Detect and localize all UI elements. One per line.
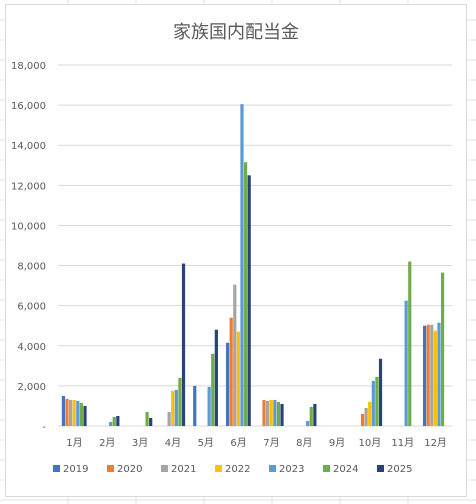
bar-2023-1月[interactable] [76,400,80,426]
bar-2020-7月[interactable] [262,399,266,426]
y-tick-label: 8,000 [17,262,46,273]
legend-label-2020: 2020 [117,464,142,475]
bar-2023-12月[interactable] [437,322,441,426]
bar-2023-11月[interactable] [404,300,408,426]
legend-swatch-2024 [323,465,330,472]
chart-title: 家族国内配当金 [173,22,299,43]
bar-2019-1月[interactable] [61,395,66,426]
bar-2025-4月[interactable] [181,263,186,426]
y-tick-label: 10,000 [11,221,46,232]
x-tick-label: 3月 [132,437,148,449]
legend-swatch-2025 [377,465,384,472]
legend-label-2023: 2023 [279,464,304,475]
legend-swatch-2020 [107,465,114,472]
legend-label-2019: 2019 [63,464,88,475]
bar-2022-1月[interactable] [72,399,76,426]
bar-2020-10月[interactable] [360,413,365,426]
bar-2020-1月[interactable] [65,398,69,426]
bar-2024-1月[interactable] [79,402,84,426]
x-tick-label: 10月 [359,437,382,449]
y-tick-label: 12,000 [11,181,46,192]
bar-2022-6月[interactable] [236,331,240,426]
x-tick-label: 1月 [66,437,82,449]
bar-2021-6月[interactable] [233,284,237,426]
legend: 2019 2020 2021 2022 2023 2024 2025 [53,464,412,475]
y-tick-label: 16,000 [11,101,46,112]
bar-2023-5月[interactable] [207,386,211,426]
bar-2025-1月[interactable] [83,405,87,426]
bar-2025-5月[interactable] [214,329,218,426]
y-tick-label: 6,000 [17,302,46,313]
bar-2019-6月[interactable] [225,342,230,426]
legend-label-2022: 2022 [225,464,250,475]
x-tick-label: 9月 [329,437,345,449]
legend-swatch-2023 [269,465,276,472]
bar-2024-5月[interactable] [211,353,215,426]
legend-swatch-2019 [53,465,60,472]
y-axis-ticks: - 2,000 4,000 6,000 8,000 10,000 12,000 14,000 1… [11,61,46,433]
bars [61,104,445,426]
y-tick-label: 14,000 [11,141,46,152]
legend-swatch-2021 [161,465,168,472]
bar-2025-7月[interactable] [280,403,284,426]
bar-2019-12月[interactable] [422,325,427,426]
bar-2020-6月[interactable] [229,317,233,426]
bar-2022-12月[interactable] [433,330,437,426]
y-tick-label: - [42,422,46,433]
bar-2024-4月[interactable] [178,377,182,426]
bar-2023-8月[interactable] [306,420,310,426]
x-tick-label: 12月 [424,437,447,449]
bar-2025-3月[interactable] [149,417,153,426]
bar-2024-3月[interactable] [145,411,149,426]
bar-2024-7月[interactable] [276,401,281,426]
bar-2021-1月[interactable] [69,399,73,426]
x-tick-label: 11月 [391,437,414,449]
bar-2021-4月[interactable] [167,411,171,426]
bar-2025-2月[interactable] [116,415,120,426]
x-tick-label: 4月 [165,437,181,449]
legend-label-2024: 2024 [333,464,358,475]
bar-2024-11月[interactable] [408,261,412,426]
x-tick-label: 6月 [230,437,246,449]
bar-2025-8月[interactable] [313,403,317,426]
bar-2023-10月[interactable] [371,380,375,426]
bar-2024-8月[interactable] [309,406,313,426]
bar-2023-6月[interactable] [240,104,244,426]
x-tick-label: 5月 [198,437,214,449]
bar-2023-4月[interactable] [174,389,178,426]
bar-2024-2月[interactable] [112,416,116,426]
bar-2024-12月[interactable] [440,272,445,426]
bar-2024-10月[interactable] [375,376,379,426]
bar-2021-7月[interactable] [266,400,270,426]
bar-2025-10月[interactable] [378,358,383,426]
x-tick-label: 2月 [99,437,115,449]
legend-swatch-2022 [215,465,222,472]
y-tick-label: 2,000 [17,382,46,393]
bar-2023-2月[interactable] [109,421,113,426]
bar-2021-12月[interactable] [430,324,434,426]
y-tick-label: 18,000 [11,61,46,72]
x-axis-ticks: 1月 2月 3月 4月 5月 6月 7月 8月 9月 10月 11月 12月 [66,437,447,449]
x-tick-label: 7月 [263,437,279,449]
bar-2022-10月[interactable] [368,401,372,426]
bar-2023-7月[interactable] [273,399,277,426]
bar-2021-10月[interactable] [364,407,368,426]
bar-2019-5月[interactable] [193,385,197,426]
gridlines [58,64,452,427]
bar-2024-6月[interactable] [243,162,248,426]
bar-2022-4月[interactable] [171,390,175,426]
bar-2022-7月[interactable] [269,399,273,426]
legend-label-2021: 2021 [171,464,196,475]
legend-label-2025: 2025 [387,464,412,475]
x-tick-label: 8月 [296,437,312,449]
y-tick-label: 4,000 [17,342,46,353]
bar-2025-6月[interactable] [247,175,251,426]
bar-2020-12月[interactable] [426,324,430,426]
